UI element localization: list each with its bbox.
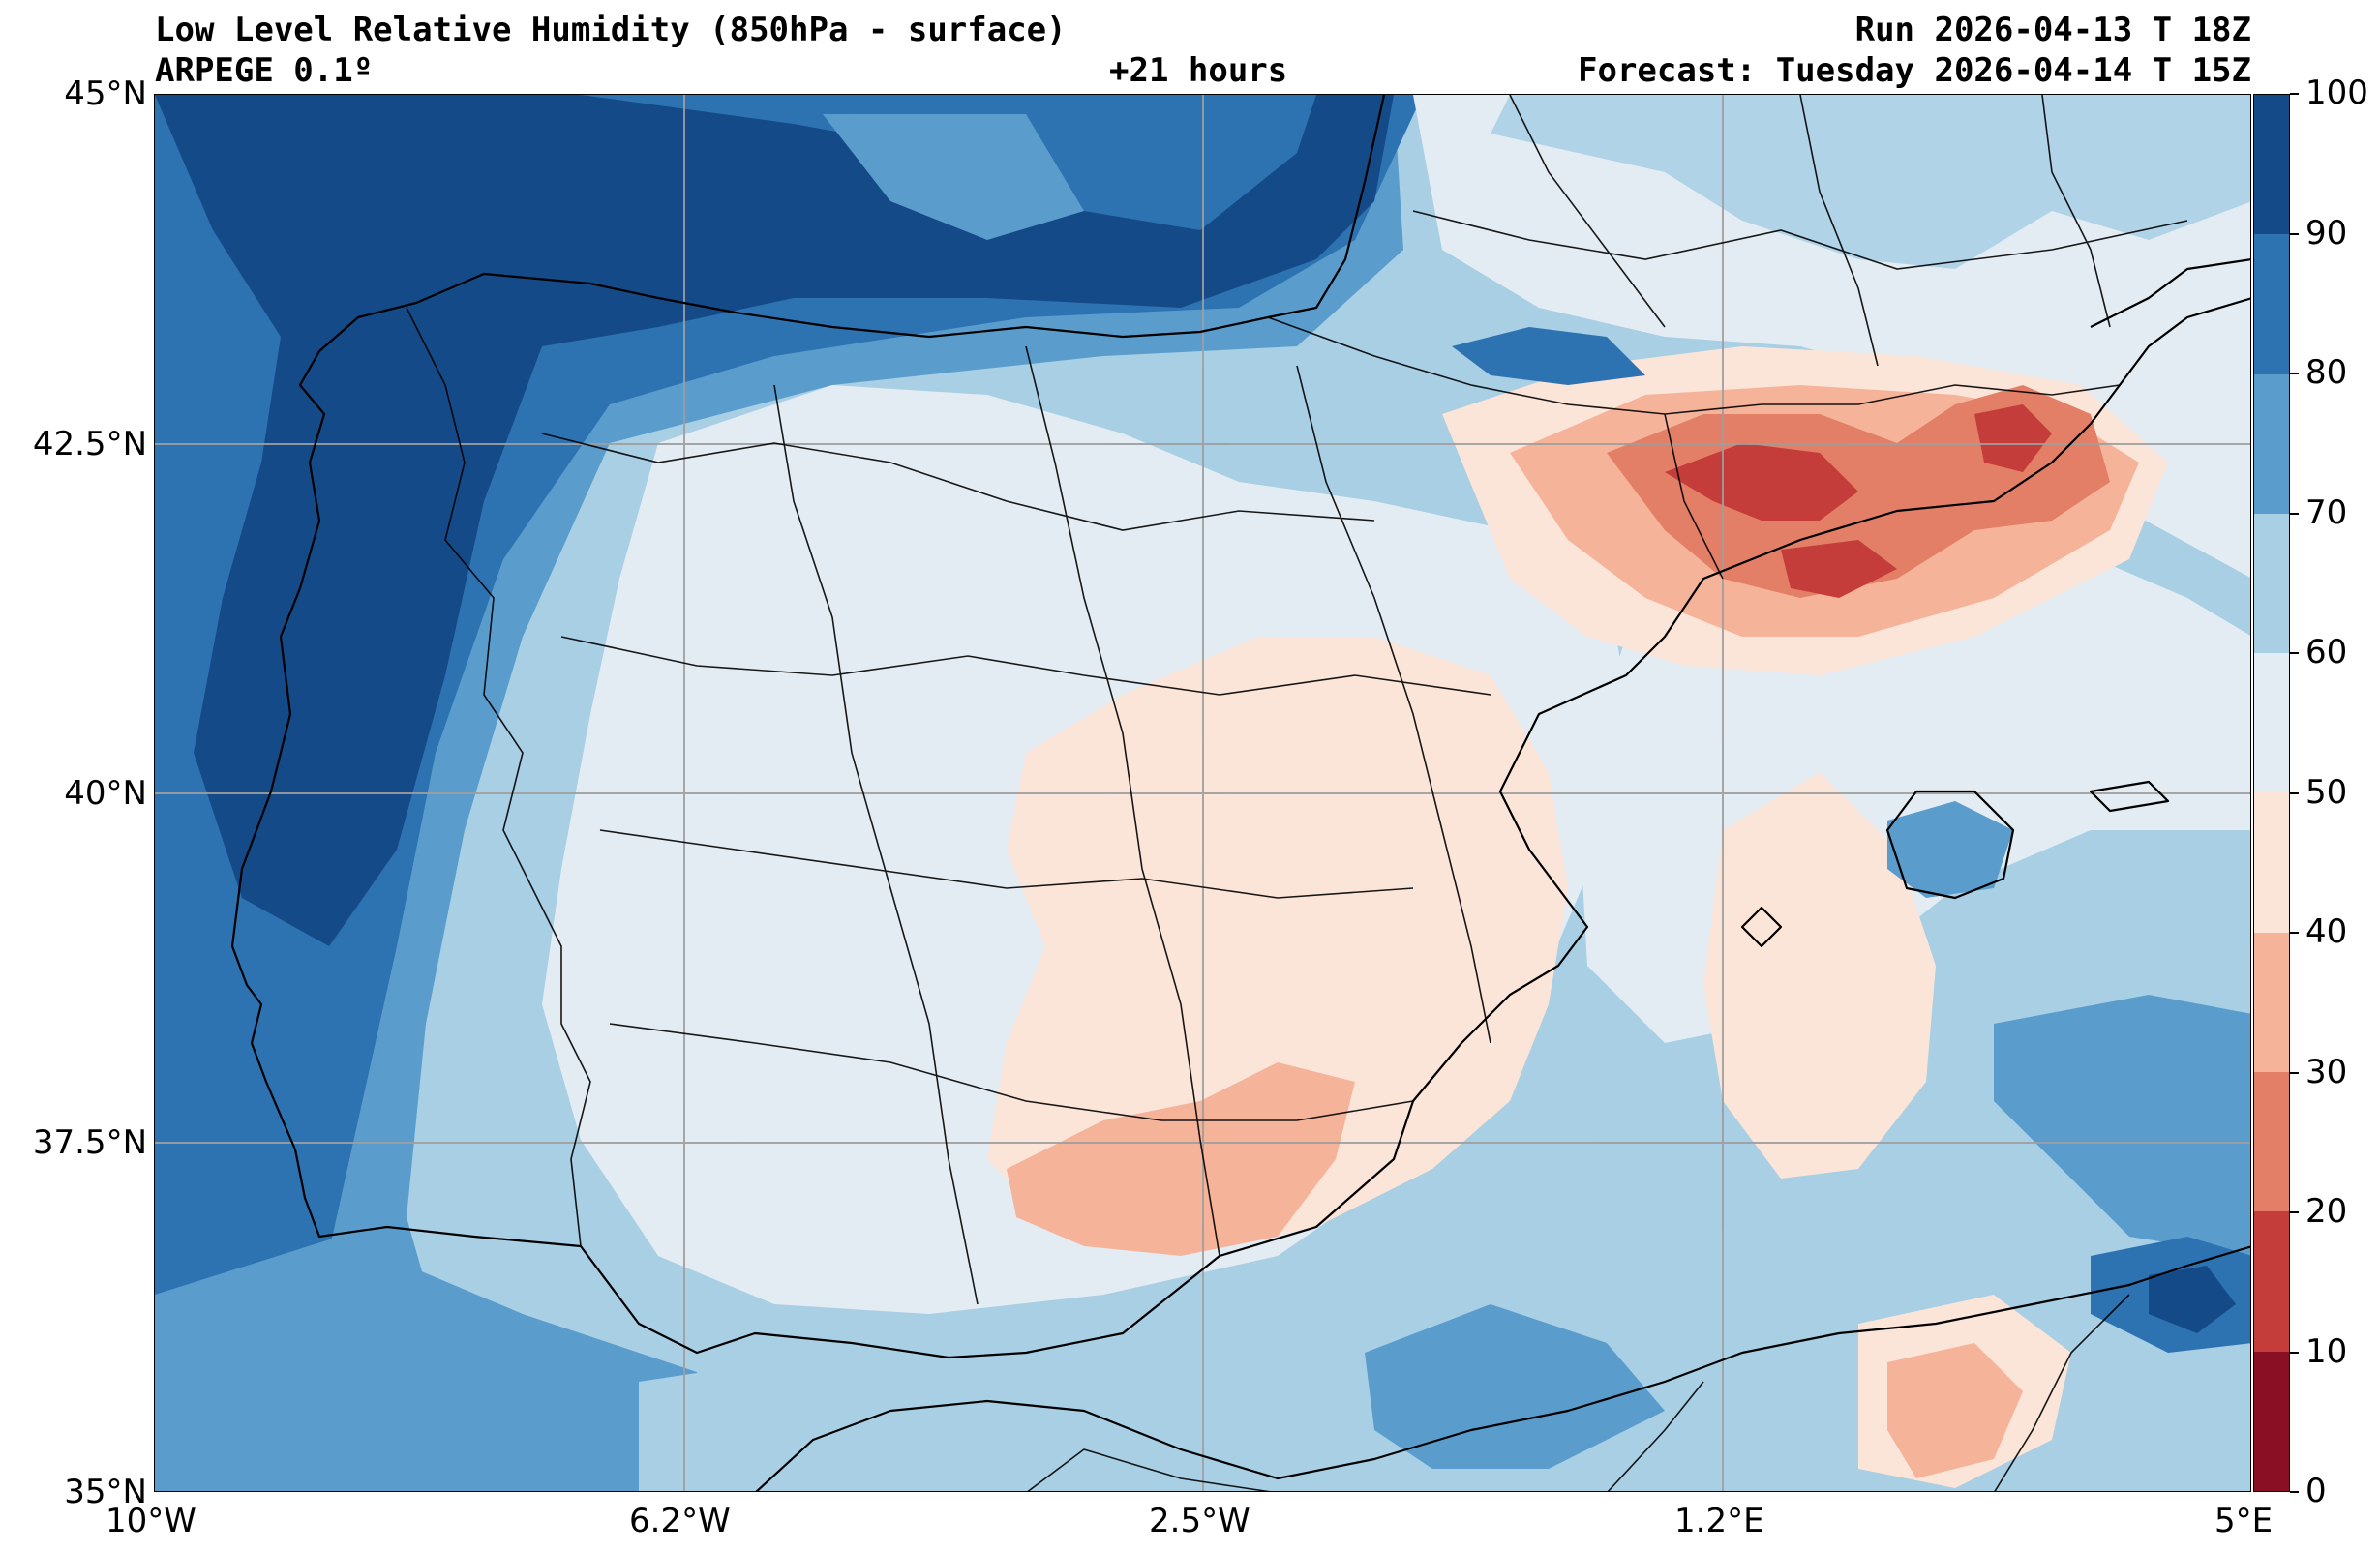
rh-fill-pyrenees-80-90: [1452, 327, 1645, 385]
rh-fill-balearic-70-80: [1887, 801, 2013, 898]
graticule: [155, 95, 2250, 1491]
lon-label-6-2w: 6.2°W: [629, 1502, 731, 1540]
coastline-north-africa: [755, 1245, 2250, 1491]
rh-fill-gulf-cadiz-70-80: [155, 1237, 716, 1491]
colorbar-segment: [2254, 1351, 2289, 1491]
colorbar-tick-label: 0: [2305, 1472, 2327, 1510]
colorbar-tick-label: 40: [2305, 912, 2348, 951]
border-region-7: [1296, 365, 1491, 1044]
rh-fill-east-sea-40-50: [1703, 772, 1936, 1179]
rh-fill-girona-10-20: [1974, 404, 2052, 472]
colorbar-tick-label: 30: [2305, 1052, 2348, 1091]
map-canvas: [155, 95, 2250, 1491]
colorbar-segment: [2254, 1211, 2289, 1352]
colorbar-tick-label: 80: [2305, 353, 2348, 392]
lat-label-45n: 45°N: [64, 75, 147, 113]
coastline-iberia: [230, 95, 2250, 1359]
colorbar-segment: [2254, 932, 2289, 1073]
colorbar-tick-mark: [2290, 93, 2299, 95]
colorbar-tick-label: 90: [2305, 213, 2348, 253]
colorbar-tick-label: 20: [2305, 1192, 2348, 1231]
lat-label-40n: 40°N: [64, 774, 147, 813]
colorbar-segment: [2254, 234, 2289, 374]
border-region-5: [773, 384, 979, 1305]
lon-label-10w: 10°W: [105, 1502, 196, 1540]
lat-label-37-5n: 37.5°N: [32, 1123, 147, 1162]
colorbar-tick-label: 60: [2305, 633, 2348, 672]
rh-fill-ebro-10-20: [1665, 443, 1858, 521]
colorbar-segment: [2254, 792, 2289, 933]
colorbar-segment: [2254, 653, 2289, 793]
coastline-mallorca: [1885, 790, 2015, 900]
rh-fill-lower-morocco-60-70: [639, 1353, 1365, 1491]
rh-fill-algeria-30-40: [1887, 1343, 2023, 1478]
border-africa-1: [1027, 1448, 1271, 1491]
rh-fill-lleida-10-20: [1781, 540, 1897, 598]
colorbar: [2253, 94, 2290, 1492]
border-africa-3: [1994, 1294, 2130, 1491]
colorbar-tick-mark: [2290, 1351, 2299, 1354]
colorbar-tick-mark: [2290, 373, 2299, 374]
colorbar-tick-mark: [2290, 1071, 2299, 1074]
humidity-map: [154, 94, 2251, 1492]
rh-fill-atlantic-90-100: [155, 95, 1394, 946]
border-spain-france: [1267, 316, 2121, 415]
border-france-3: [1799, 95, 1879, 367]
colorbar-tick-mark: [2290, 232, 2299, 235]
colorbar-tick-mark: [2290, 512, 2299, 515]
border-region-6: [1025, 345, 1220, 1257]
forecast-time-label: Forecast: Tuesday 2026-04-14 T 15Z: [1578, 51, 2251, 90]
colorbar-tick-mark: [2290, 1491, 2299, 1493]
rh-fill-biscay-70-80: [823, 114, 1084, 240]
border-region-2: [560, 636, 1491, 696]
rh-fill-france-60-70: [1491, 95, 2250, 269]
model-label: ARPEGE 0.1º: [155, 51, 374, 90]
colorbar-tick-mark: [2290, 652, 2299, 654]
border-region-8: [1664, 413, 1724, 580]
colorbar-segment: [2254, 1072, 2289, 1212]
colorbar-tick-label: 10: [2305, 1331, 2348, 1371]
rh-fill-granada-30-40: [1007, 1062, 1355, 1256]
colorbar-tick-label: 50: [2305, 772, 2348, 812]
rh-fill-east-med-70-80: [1994, 995, 2250, 1256]
lat-label-35n: 35°N: [64, 1473, 147, 1511]
lead-time-label: +21 hours: [1109, 51, 1288, 90]
lon-label-2-5w: 2.5°W: [1149, 1502, 1250, 1540]
colorbar-segment: [2254, 513, 2289, 654]
border-region-4: [609, 1023, 1414, 1121]
colorbar-tick-mark: [2290, 932, 2299, 934]
coastline-ibiza: [1740, 906, 1783, 948]
colorbar-segment: [2254, 373, 2289, 514]
map-title: Low Level Relative Humidity (850hPa - su…: [155, 11, 1067, 49]
coastline-france-med: [2090, 258, 2250, 328]
coastline-menorca: [2089, 780, 2170, 813]
colorbar-segment: [2254, 95, 2289, 235]
border-spain-portugal: [406, 307, 591, 1247]
colorbar-tick-label: 100: [2305, 74, 2368, 112]
colorbar-tick-label: 70: [2305, 492, 2348, 532]
rh-fill-interior-40-50: [987, 637, 1568, 1256]
colorbar-tick-mark: [2290, 791, 2299, 794]
lat-label-42-5n: 42.5°N: [32, 425, 147, 463]
run-time-label: Run 2026-04-13 T 18Z: [1854, 11, 2251, 49]
border-france-2: [1509, 95, 1666, 328]
border-region-1: [541, 433, 1375, 531]
border-france-1: [1412, 210, 2188, 270]
admin-borders: [406, 95, 2188, 1491]
border-africa-2: [1607, 1381, 1704, 1491]
rh-fill-kabylie-90-100: [2149, 1266, 2236, 1333]
coastlines: [230, 95, 2250, 1491]
border-region-3: [599, 829, 1414, 899]
lon-label-1-2e: 1.2°E: [1674, 1502, 1764, 1540]
rh-fill-alboran-70-80: [1365, 1304, 1665, 1469]
border-france-4: [2041, 95, 2111, 328]
colorbar-tick-mark: [2290, 1211, 2299, 1213]
lon-label-5e: 5°E: [2214, 1502, 2274, 1540]
